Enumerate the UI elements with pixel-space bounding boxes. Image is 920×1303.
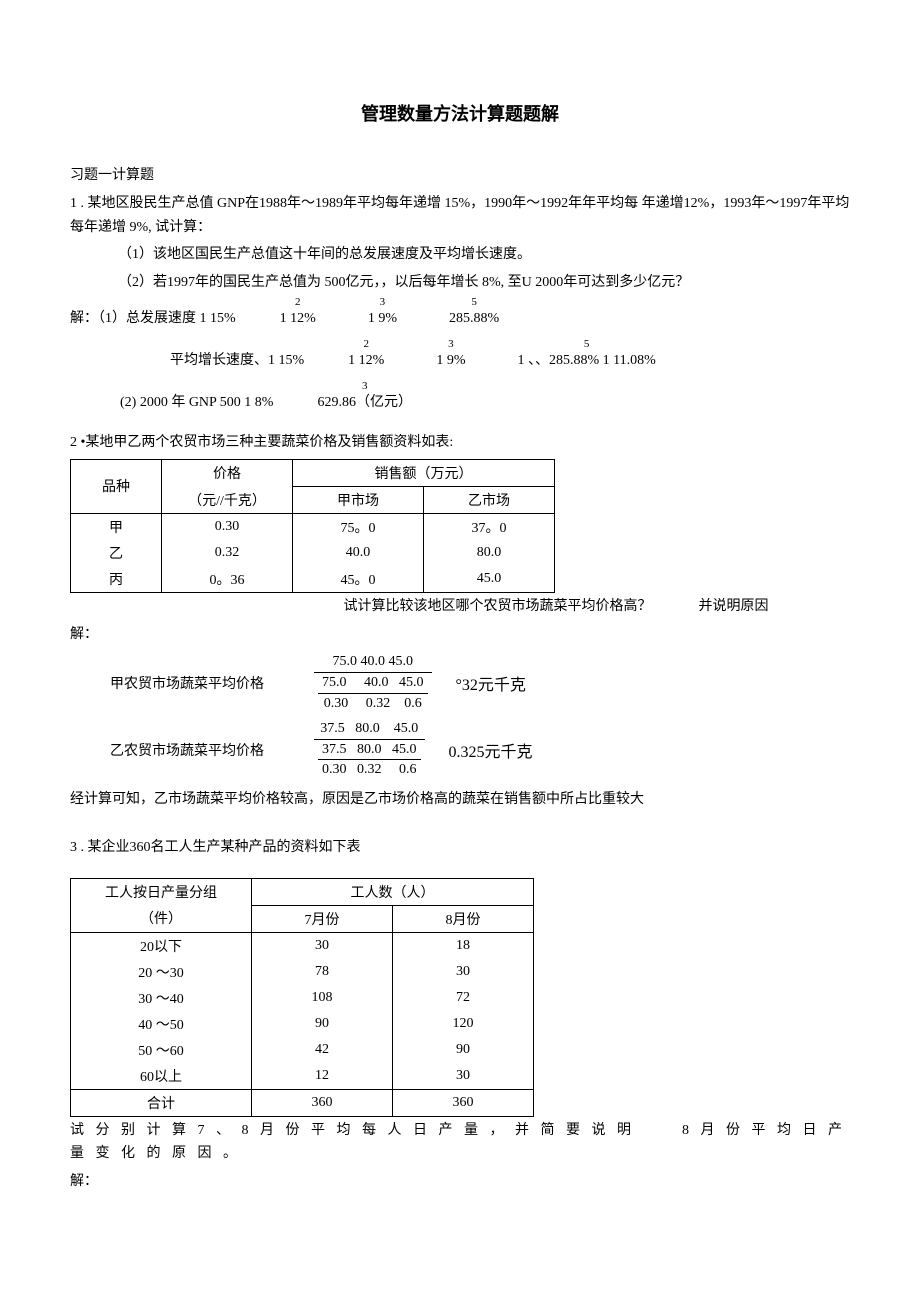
- table-row: 40 ～5090120: [71, 1011, 534, 1037]
- q2-calc1: 甲农贸市场蔬菜平均价格 75.0 40.0 45.0 75.0 40.0 45.…: [70, 652, 850, 713]
- table-row: 乙 0.32 40.0 80.0: [71, 540, 555, 566]
- q1-ans1: 解：（1）总发展速度 1 15% 21 12% 31 9% 5285.88%: [70, 305, 850, 333]
- fraction: 75.0 40.0 45.0 75.0 40.0 45.0 0.30 0.32 …: [314, 652, 432, 713]
- result: 0.325元千克: [449, 738, 533, 762]
- fraction: 37.5 80.0 45.0 37.5 80.0 45.0 0.30 0.32 …: [314, 719, 425, 780]
- q2-jie: 解：: [70, 623, 850, 647]
- table-row: 30 ～4010872: [71, 985, 534, 1011]
- q2-after: 试计算比较该地区哪个农贸市场蔬菜平均价格高？ 并说明原因: [70, 595, 850, 619]
- q1-sub1: （1）该地区国民生产总值这十年间的总发展速度及平均增长速度。: [70, 243, 850, 267]
- q2-calc2: 乙农贸市场蔬菜平均价格 37.5 80.0 45.0 37.5 80.0 45.…: [70, 719, 850, 780]
- q3-text: 3 . 某企业360名工人生产某种产品的资料如下表: [70, 836, 850, 860]
- q2-table: 品种 价格 销售额（万元） （元//千克） 甲市场 乙市场 甲 0.30 75。…: [70, 459, 555, 593]
- result: °32元千克: [456, 671, 526, 695]
- q3-jie: 解：: [70, 1170, 850, 1194]
- q2-text: 2 •某地甲乙两个农贸市场三种主要蔬菜价格及销售额资料如表:: [70, 431, 850, 455]
- math-term: 21 12%: [348, 347, 384, 375]
- table-row: 丙 0。36 45。0 45.0: [71, 566, 555, 593]
- math-term: 3629.86（亿元）: [317, 389, 412, 417]
- q3-after: 试 分 别 计 算 7 、 8 月 份 平 均 每 人 日 产 量 ， 并 简 …: [70, 1119, 850, 1167]
- table-row: 20 ～307830: [71, 959, 534, 985]
- table-row: 工人按日产量分组 工人数（人）: [71, 878, 534, 905]
- q3-table: 工人按日产量分组 工人数（人） （件） 7月份 8月份 20以下3018 20 …: [70, 878, 534, 1117]
- q1-ans2: (2) 2000 年 GNP 500 1 8% 3629.86（亿元）: [70, 389, 850, 417]
- table-row: （件） 7月份 8月份: [71, 905, 534, 932]
- math-term: 51 、、285.88% 1 11.08%: [518, 347, 656, 375]
- table-row: 品种 价格 销售额（万元）: [71, 459, 555, 486]
- q1-ans1b: 平均增长速度、1 15% 21 12% 31 9% 51 、、285.88% 1…: [70, 347, 850, 375]
- q2-conclusion: 经计算可知，乙市场蔬菜平均价格较高，原因是乙市场价格高的蔬菜在销售额中所占比重较…: [70, 788, 850, 812]
- math-term: 31 9%: [368, 305, 397, 333]
- q1-ans1b-label: 平均增长速度、1 15%: [170, 347, 304, 375]
- table-row: 50 ～604290: [71, 1037, 534, 1063]
- math-term: 21 12%: [280, 305, 316, 333]
- q1-ans1-label: 解：（1）总发展速度 1 15%: [70, 305, 236, 333]
- q1-text: 1 . 某地区股民生产总值 GNP在1988年～1989年平均每年递增 15%，…: [70, 192, 850, 240]
- table-row: 60以上1230: [71, 1063, 534, 1090]
- q1-sub2: （2）若1997年的国民生产总值为 500亿元，，以后每年增长 8%, 至U 2…: [70, 271, 850, 295]
- table-row: 合计360360: [71, 1089, 534, 1116]
- section-head: 习题一计算题: [70, 164, 850, 188]
- q1-ans2-label: (2) 2000 年 GNP 500 1 8%: [120, 389, 273, 417]
- table-row: 20以下3018: [71, 932, 534, 959]
- math-term: 31 9%: [436, 347, 465, 375]
- table-row: 甲 0.30 75。0 37。0: [71, 513, 555, 540]
- doc-title: 管理数量方法计算题题解: [70, 100, 850, 126]
- math-term: 5285.88%: [449, 305, 499, 333]
